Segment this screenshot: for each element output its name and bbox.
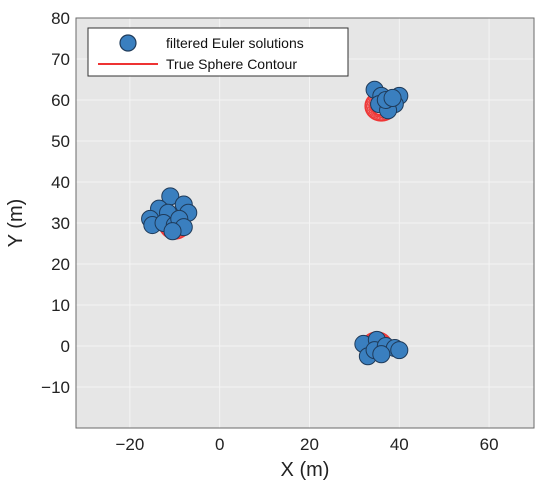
x-tick-labels: −20 0 20 40 60 [115,435,498,454]
plot-frame [75,17,535,429]
x-tick-label: 40 [390,435,409,454]
euler-solution-point [383,88,402,107]
y-tick-label: 40 [51,173,70,192]
legend-label-euler: filtered Euler solutions [166,35,304,51]
y-tick-label: 50 [51,132,70,151]
y-tick-label: 30 [51,214,70,233]
y-tick-labels: −10 0 10 20 30 40 50 60 70 80 [41,9,70,397]
x-tick-label: 60 [480,435,499,454]
euler-solution-point [163,222,182,241]
y-axis-title: Y (m) [5,199,27,248]
x-tick-label: 0 [215,435,224,454]
y-tick-label: 20 [51,255,70,274]
x-axis-title: X (m) [281,459,330,481]
y-tick-label: −10 [41,378,70,397]
euler-solution-point [390,341,409,360]
euler-markers [141,80,409,366]
x-tick-label: −20 [115,435,144,454]
y-tick-label: 80 [51,9,70,28]
legend-marker-euler [119,34,137,52]
legend-label-contour: True Sphere Contour [166,56,297,72]
y-tick-label: 0 [61,337,70,356]
y-tick-label: 60 [51,91,70,110]
legend: filtered Euler solutions True Sphere Con… [87,27,349,77]
y-tick-label: 10 [51,296,70,315]
euler-solution-point [372,345,391,364]
y-tick-label: 70 [51,50,70,69]
x-tick-label: 20 [300,435,319,454]
